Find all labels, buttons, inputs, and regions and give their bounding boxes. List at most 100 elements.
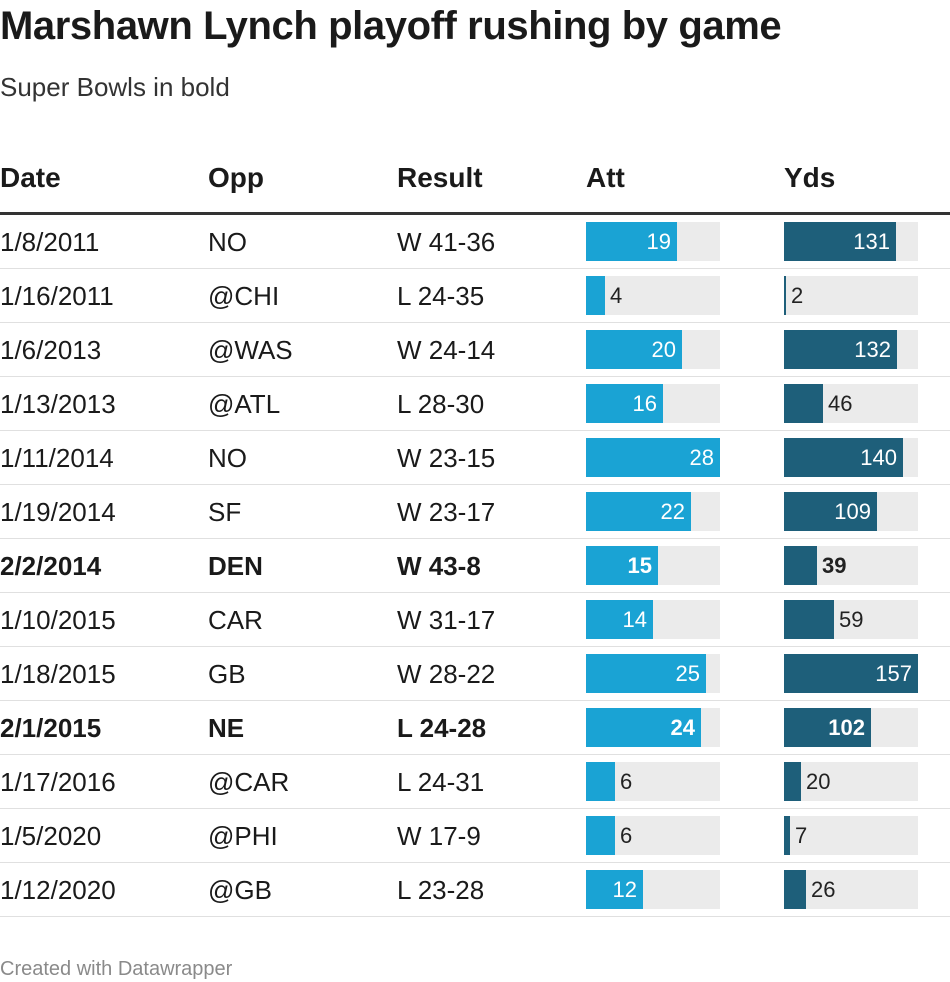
att-value-label: 28 [689, 445, 714, 470]
table-row: 1/12/2020 @GB L 23-28 12 26 [0, 863, 950, 917]
yds-value-label: 109 [834, 499, 871, 524]
yds-bar [784, 708, 871, 747]
table-row: 1/10/2015 CAR W 31-17 14 59 [0, 593, 950, 647]
att-bar [586, 438, 720, 477]
yds-bar [784, 654, 918, 693]
date-cell: 1/5/2020 [0, 821, 102, 851]
att-bar-track: 6 [586, 762, 720, 801]
att-value-label: 24 [670, 715, 695, 740]
table-body: 1/8/2011 NO W 41-36 19 131 1/16/2011 @CHI L 24-… [0, 215, 950, 917]
yds-bar-track: 132 [784, 330, 918, 369]
result-cell: W 31-17 [397, 605, 496, 635]
att-bar [586, 276, 605, 315]
result-cell: L 24-31 [397, 767, 485, 797]
att-bar [586, 222, 677, 261]
opponent-cell: SF [208, 497, 242, 527]
yds-bar [784, 870, 806, 909]
result-cell: L 24-35 [397, 281, 485, 311]
result-cell: W 28-22 [397, 659, 496, 689]
yds-bar-track: 140 [784, 438, 918, 477]
yds-bar-track: 26 [784, 870, 918, 909]
opponent-cell: GB [208, 659, 246, 689]
yds-value-label: 102 [828, 715, 865, 740]
yds-bar-track: 109 [784, 492, 918, 531]
yds-bar [784, 438, 903, 477]
att-bar [586, 762, 615, 801]
header-date: Date [0, 162, 61, 193]
opponent-cell: DEN [208, 551, 263, 581]
table-row: 1/5/2020 @PHI W 17-9 6 7 [0, 809, 950, 863]
yds-bar [784, 222, 896, 261]
yds-value-label: 46 [828, 391, 853, 416]
yds-bar-track: 102 [784, 708, 918, 747]
header-result: Result [397, 162, 483, 193]
date-cell: 1/17/2016 [0, 767, 116, 797]
opponent-cell: CAR [208, 605, 263, 635]
att-bar [586, 708, 701, 747]
opponent-cell: @WAS [208, 335, 293, 365]
att-value-label: 15 [627, 553, 652, 578]
yds-bar [784, 762, 801, 801]
header-yds: Yds [784, 162, 836, 193]
date-cell: 1/11/2014 [0, 443, 114, 473]
att-value-label: 16 [632, 391, 657, 416]
att-value-label: 4 [610, 283, 623, 308]
att-bar [586, 330, 682, 369]
yds-value-label: 7 [795, 823, 808, 848]
att-bar [586, 546, 658, 585]
yds-bar [784, 384, 823, 423]
att-value-label: 25 [675, 661, 700, 686]
att-bar-track: 6 [586, 816, 720, 855]
att-bar [586, 384, 663, 423]
opponent-cell: @CHI [208, 281, 280, 311]
date-cell: 1/8/2011 [0, 227, 100, 257]
table-row: 1/8/2011 NO W 41-36 19 131 [0, 215, 950, 269]
table-row: 1/16/2011 @CHI L 24-35 4 2 [0, 269, 950, 323]
att-value-label: 6 [620, 769, 633, 794]
att-value-label: 12 [612, 877, 637, 902]
date-cell: 1/6/2013 [0, 335, 102, 365]
table-row: 1/11/2014 NO W 23-15 28 140 [0, 431, 950, 485]
yds-bar [784, 546, 817, 585]
att-value-label: 14 [622, 607, 647, 632]
header-opp: Opp [208, 162, 264, 193]
yds-bar-track: 39 [784, 546, 918, 585]
yds-bar-track: 131 [784, 222, 918, 261]
att-value-label: 22 [660, 499, 685, 524]
result-cell: W 23-15 [397, 443, 496, 473]
result-cell: W 23-17 [397, 497, 496, 527]
table-header: Date Opp Result Att Yds [0, 160, 950, 215]
yds-bar [784, 600, 834, 639]
date-cell: 2/1/2015 [0, 713, 102, 743]
table-row: 1/18/2015 GB W 28-22 25 157 [0, 647, 950, 701]
att-bar-track: 19 [586, 222, 720, 261]
date-cell: 2/2/2014 [0, 551, 102, 581]
yds-value-label: 59 [839, 607, 864, 632]
att-bar-track: 14 [586, 600, 720, 639]
yds-value-label: 20 [806, 769, 831, 794]
yds-value-label: 2 [791, 283, 804, 308]
att-bar-track: 28 [586, 438, 720, 477]
yds-bar [784, 330, 897, 369]
opponent-cell: @PHI [208, 821, 278, 851]
att-bar-track: 4 [586, 276, 720, 315]
table-row: 1/13/2013 @ATL L 28-30 16 46 [0, 377, 950, 431]
table-row: 1/19/2014 SF W 23-17 22 109 [0, 485, 950, 539]
yds-bar-track: 46 [784, 384, 918, 423]
table-row: 1/6/2013 @WAS W 24-14 20 132 [0, 323, 950, 377]
opponent-cell: @CAR [208, 767, 290, 797]
table-row: 2/1/2015 NE L 24-28 24 102 [0, 701, 950, 755]
att-bar-track: 24 [586, 708, 720, 747]
yds-bar-track: 20 [784, 762, 918, 801]
opponent-cell: NO [208, 443, 247, 473]
att-bar-track: 12 [586, 870, 720, 909]
att-bar [586, 654, 706, 693]
opponent-cell: @GB [208, 875, 272, 905]
yds-bar-track: 157 [784, 654, 918, 693]
table-row: 1/17/2016 @CAR L 24-31 6 20 [0, 755, 950, 809]
opponent-cell: NO [208, 227, 247, 257]
date-cell: 1/16/2011 [0, 281, 114, 311]
att-bar-track: 25 [586, 654, 720, 693]
att-bar-track: 22 [586, 492, 720, 531]
result-cell: W 24-14 [397, 335, 496, 365]
